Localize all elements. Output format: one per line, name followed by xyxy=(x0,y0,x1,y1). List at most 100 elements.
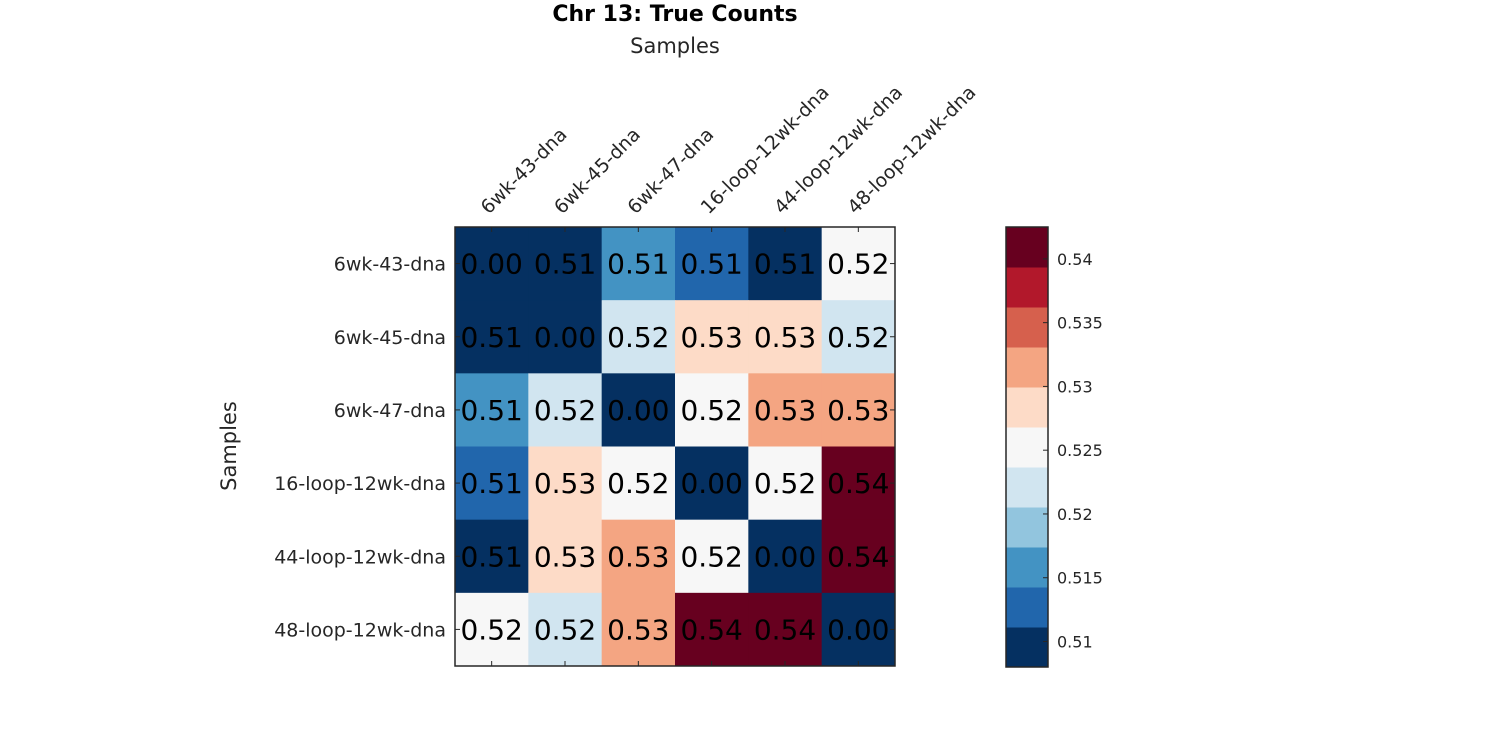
heatmap-cell xyxy=(528,519,603,594)
x-tick-label: 16-loop-12wk-dna xyxy=(697,81,834,218)
colorbar-tick-label: 0.52 xyxy=(1057,505,1093,524)
heatmap-cell-label: 0.52 xyxy=(534,394,596,427)
colorbar-segment xyxy=(1006,227,1048,268)
heatmap-cell xyxy=(748,592,823,667)
heatmap-cell-label: 0.00 xyxy=(827,613,889,646)
heatmap-cell xyxy=(601,373,676,447)
heatmap-cell xyxy=(528,227,603,301)
heatmap-cell xyxy=(601,519,676,594)
heatmap-cell-label: 0.00 xyxy=(607,394,669,427)
colorbar-tick-label: 0.535 xyxy=(1057,314,1103,333)
heatmap-cell xyxy=(455,592,529,667)
heatmap-cell-label: 0.52 xyxy=(607,321,669,354)
colorbar-tick-label: 0.53 xyxy=(1057,377,1093,396)
x-tick-label: 44-loop-12wk-dna xyxy=(770,81,907,218)
heatmap-cell xyxy=(748,446,823,521)
y-tick-label: 6wk-43-dna xyxy=(334,254,446,276)
heatmap-cell xyxy=(675,446,749,521)
heatmap-cell xyxy=(675,519,749,594)
heatmap-cell-label: 0.52 xyxy=(460,613,522,646)
colorbar-tick-label: 0.515 xyxy=(1057,569,1103,588)
colorbar-segment xyxy=(1006,387,1048,428)
heatmap-cell-label: 0.53 xyxy=(680,321,742,354)
colorbar-segment xyxy=(1006,427,1048,468)
colorbar-tick-label: 0.51 xyxy=(1057,632,1093,651)
colorbar: 0.51 0.515 0.52 0.525 0.53 0.535 0.54 xyxy=(1005,226,1103,668)
colorbar-frame xyxy=(1005,226,1049,668)
heatmap-cell-label: 0.52 xyxy=(680,540,742,573)
heatmap-cell xyxy=(528,592,603,667)
y-tick-label: 48-loop-12wk-dna xyxy=(274,619,446,641)
y-tick-label: 44-loop-12wk-dna xyxy=(274,546,446,568)
heatmap-cell-label: 0.52 xyxy=(754,467,816,500)
heatmap-cell-label: 0.54 xyxy=(827,540,889,573)
heatmap-cell-label: 0.52 xyxy=(534,613,596,646)
heatmap-cell xyxy=(601,446,676,521)
heatmap-cell-label: 0.00 xyxy=(534,321,596,354)
heatmap-cell xyxy=(675,300,749,374)
heatmap-cell xyxy=(821,446,896,521)
heatmap-cell xyxy=(528,446,603,521)
heatmap-cell-label: 0.52 xyxy=(827,248,889,281)
colorbar-tick-label: 0.54 xyxy=(1057,250,1093,269)
heatmap-cell-label: 0.53 xyxy=(534,540,596,573)
colorbar-segment xyxy=(1006,307,1048,348)
heatmap-cell xyxy=(748,519,823,594)
heatmap-cell-label: 0.53 xyxy=(534,467,596,500)
colorbar-segment xyxy=(1006,547,1048,588)
heatmap-cell-label: 0.54 xyxy=(680,613,742,646)
y-tick-label: 16-loop-12wk-dna xyxy=(274,473,446,495)
heatmap-cell-label: 0.00 xyxy=(460,248,522,281)
heatmap-cell-label: 0.53 xyxy=(827,394,889,427)
heatmap-cell-label: 0.54 xyxy=(754,613,816,646)
heatmap-cell-label: 0.52 xyxy=(827,321,889,354)
plot-frame xyxy=(454,226,896,667)
chart-title: Chr 13: True Counts xyxy=(552,2,797,27)
heatmap-cell xyxy=(528,300,603,374)
heatmap-cell xyxy=(821,592,896,667)
colorbar-segment xyxy=(1006,267,1048,308)
heatmap-cell-labels: 0.00 0.51 0.51 0.51 0.51 0.52 0.51 0.00 0.52 0.53… xyxy=(460,248,889,647)
heatmap-cell-label: 0.51 xyxy=(460,467,522,500)
heatmap-cell xyxy=(455,373,529,447)
colorbar-segment xyxy=(1006,467,1048,508)
heatmap-cell xyxy=(821,519,896,594)
heatmap-cell-label: 0.52 xyxy=(680,394,742,427)
x-axis-label: Samples xyxy=(630,34,720,58)
heatmap-cell xyxy=(675,227,749,301)
heatmap-cell xyxy=(455,300,529,374)
colorbar-tick-label: 0.525 xyxy=(1057,441,1103,460)
heatmap-cell-label: 0.53 xyxy=(754,321,816,354)
colorbar-segment xyxy=(1006,587,1048,628)
heatmap-cell-label: 0.51 xyxy=(534,248,596,281)
heatmap-cell xyxy=(675,592,749,667)
y-tick-label: 6wk-47-dna xyxy=(334,400,446,422)
x-tick-label: 48-loop-12wk-dna xyxy=(843,81,980,218)
heatmap-cell-label: 0.51 xyxy=(460,321,522,354)
heatmap-cell xyxy=(601,300,676,374)
heatmap-cell xyxy=(821,373,896,447)
heatmap-cell xyxy=(748,227,823,301)
heatmap-cell xyxy=(455,519,529,594)
y-tick-label: 6wk-45-dna xyxy=(334,327,446,349)
heatmap-cell xyxy=(675,373,749,447)
heatmap-cell xyxy=(748,300,823,374)
colorbar-segment xyxy=(1006,347,1048,388)
heatmap-cell xyxy=(821,300,896,374)
heatmap-cell xyxy=(821,227,896,301)
heatmap-cell-label: 0.51 xyxy=(460,394,522,427)
heatmap-cell xyxy=(528,373,603,447)
heatmap-cell-label: 0.54 xyxy=(827,467,889,500)
heatmap-cell-label: 0.51 xyxy=(754,248,816,281)
heatmap-cell-label: 0.51 xyxy=(460,540,522,573)
heatmap-cell-label: 0.00 xyxy=(754,540,816,573)
heatmap-cell-label: 0.51 xyxy=(680,248,742,281)
heatmap-cell-label: 0.53 xyxy=(607,613,669,646)
heatmap-cell-label: 0.00 xyxy=(680,467,742,500)
heatmap-cell-label: 0.51 xyxy=(607,248,669,281)
heatmap-cell-label: 0.53 xyxy=(607,540,669,573)
heatmap-cell-label: 0.53 xyxy=(754,394,816,427)
heatmap-cell xyxy=(601,227,676,301)
colorbar-segment xyxy=(1006,507,1048,548)
